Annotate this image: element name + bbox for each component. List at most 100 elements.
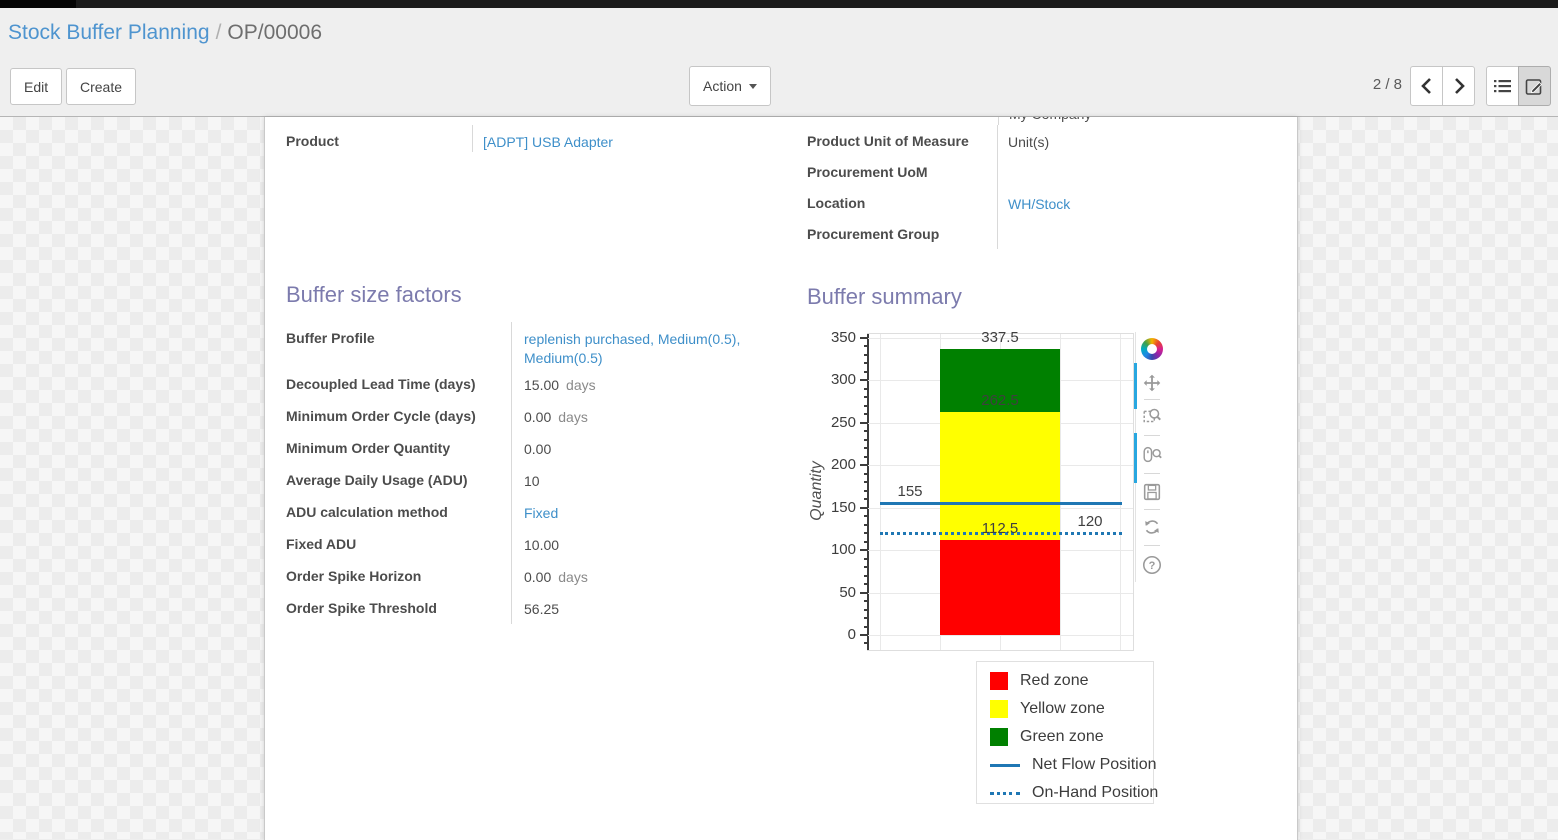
field-value-adu-calculation-method[interactable]: Fixed <box>512 496 767 528</box>
zone-red-zone <box>940 539 1060 635</box>
field-row-minimum-order-quantity: Minimum Order Quantity 0.00 <box>286 432 791 464</box>
y-major-tick <box>860 549 868 552</box>
y-minor-tick <box>864 362 868 365</box>
field-text-minimum-order-cycle: 0.00 <box>524 409 552 425</box>
breadcrumb-parent-link[interactable]: Stock Buffer Planning <box>8 21 210 44</box>
field-value-procurement-uom <box>998 156 1278 187</box>
legend-item-green-zone: Green zone <box>990 728 1153 746</box>
field-link-adu-calculation-method[interactable]: Fixed <box>524 505 559 521</box>
field-row-adu-calculation-method: ADU calculation method Fixed <box>286 496 791 528</box>
bokeh-logo-icon[interactable] <box>1140 337 1164 361</box>
field-text-average-daily-usage: 10 <box>524 473 540 489</box>
field-label-decoupled-lead-time: Decoupled Lead Time (days) <box>286 368 512 400</box>
buffer-summary-chart: Quantity 0 50 100 150 200 250 300 350 337.5 262.5… <box>801 327 1301 827</box>
y-major-tick <box>860 421 868 424</box>
toolbar-divider <box>1143 473 1160 474</box>
field-label-product: Product <box>286 125 473 152</box>
y-tick-label: 100 <box>830 541 856 559</box>
field-row-location: Location WH/Stock <box>807 187 1282 218</box>
field-row-buffer-profile: Buffer Profile replenish purchased, Mediu… <box>286 322 791 368</box>
field-value-fixed-adu: 10.00 <box>512 528 767 560</box>
y-tick-label: 0 <box>847 626 856 643</box>
chart-annotation-112-5: 112.5 <box>981 519 1019 537</box>
chart-annotation-337-5: 337.5 <box>981 328 1019 346</box>
previous-record-button[interactable] <box>1410 66 1443 106</box>
field-row-fixed-adu: Fixed ADU 10.00 <box>286 528 791 560</box>
legend-label: Red zone <box>1020 672 1089 689</box>
y-minor-tick <box>864 625 868 628</box>
toolbar-divider <box>1143 509 1160 510</box>
chart-plot-area[interactable]: 0 50 100 150 200 250 300 350 337.5 262.5 112.5 155 1… <box>831 329 1134 651</box>
y-tick-label: 350 <box>830 329 856 346</box>
field-label-minimum-order-quantity: Minimum Order Quantity <box>286 432 512 464</box>
toolbar-divider <box>1143 399 1160 400</box>
field-suffix-order-spike-horizon: days <box>558 569 588 585</box>
field-value-order-spike-horizon: 0.00 days <box>512 560 767 592</box>
help-tool-icon[interactable]: ? <box>1140 553 1164 577</box>
wheel-zoom-tool-icon[interactable] <box>1140 443 1164 467</box>
y-tick-label: 150 <box>830 498 856 516</box>
y-minor-tick <box>864 489 868 492</box>
field-value-minimum-order-cycle: 0.00 days <box>512 400 767 432</box>
y-minor-tick <box>864 345 868 348</box>
action-dropdown-button[interactable]: Action <box>689 66 771 106</box>
field-link-product[interactable]: [ADPT] USB Adapter <box>483 134 613 150</box>
box-zoom-tool-icon[interactable] <box>1140 404 1164 428</box>
y-axis-line <box>867 334 869 650</box>
y-minor-tick <box>864 532 868 535</box>
field-label-product-uom: Product Unit of Measure <box>807 125 998 156</box>
field-row-minimum-order-cycle: Minimum Order Cycle (days) 0.00 days <box>286 400 791 432</box>
y-major-tick <box>860 634 868 636</box>
legend-swatch-line-solid <box>990 763 1020 767</box>
system-top-bar-segment <box>0 0 76 8</box>
field-value-location[interactable]: WH/Stock <box>998 187 1278 218</box>
list-view-icon <box>1494 80 1511 93</box>
field-text-decoupled-lead-time: 15.00 <box>524 377 560 393</box>
field-link-location[interactable]: WH/Stock <box>1008 196 1071 212</box>
y-minor-tick <box>864 557 868 560</box>
legend-label: Net Flow Position <box>1032 756 1157 773</box>
y-tick-label: 300 <box>830 371 856 389</box>
toolbar-divider <box>1143 545 1160 546</box>
next-record-button[interactable] <box>1442 66 1475 106</box>
y-tick-label: 50 <box>839 583 856 601</box>
field-value-average-daily-usage: 10 <box>512 464 767 496</box>
chart-annotation-262-5: 262.5 <box>981 392 1019 410</box>
buffer-size-factors-title: Buffer size factors <box>286 282 462 307</box>
reset-tool-icon[interactable] <box>1140 515 1164 539</box>
legend-swatch-square <box>990 728 1008 746</box>
y-major-tick <box>860 337 868 339</box>
create-button[interactable]: Create <box>66 68 137 105</box>
y-minor-tick <box>864 617 868 620</box>
caret-down-icon <box>748 83 757 89</box>
chart-annotation-155: 155 <box>897 483 923 501</box>
legend-swatch-square <box>990 672 1008 690</box>
clipped-company-label <box>807 117 999 125</box>
main-content-area: Product [ADPT] USB Adapter My Company Pro… <box>0 116 1558 840</box>
edit-button[interactable]: Edit <box>10 68 63 105</box>
list-view-button[interactable] <box>1486 66 1519 106</box>
bokeh-toolbar: ? <box>1134 332 1167 582</box>
field-text-product-uom: Unit(s) <box>1008 134 1050 150</box>
chevron-left-icon <box>1420 78 1431 94</box>
form-view-button[interactable] <box>1518 66 1551 106</box>
field-suffix-decoupled-lead-time: days <box>566 377 596 393</box>
y-tick-label: 200 <box>830 456 856 474</box>
zone-green-zone <box>940 348 1060 413</box>
pan-tool-icon[interactable] <box>1140 371 1164 395</box>
y-minor-tick <box>864 566 868 569</box>
y-minor-tick <box>864 455 868 458</box>
clipped-company-row: My Company <box>807 117 1282 125</box>
wheel-zoom-active-indicator <box>1134 433 1137 483</box>
field-value-product[interactable]: [ADPT] USB Adapter <box>473 125 783 152</box>
field-text-order-spike-horizon: 0.00 <box>524 569 552 585</box>
record-pager[interactable]: 2 / 8 <box>1372 76 1402 93</box>
zone-yellow-zone <box>940 412 1060 540</box>
field-value-buffer-profile[interactable]: replenish purchased, Medium(0.5), Medium… <box>512 322 767 368</box>
field-text-minimum-order-quantity: 0.00 <box>524 441 552 457</box>
field-link-buffer-profile[interactable]: replenish purchased, Medium(0.5), Medium… <box>524 331 741 366</box>
pager-nav-group <box>1410 66 1475 106</box>
v-gridline <box>880 334 881 650</box>
chart-annotation-120: 120 <box>1077 513 1103 531</box>
save-tool-icon[interactable] <box>1140 480 1164 504</box>
